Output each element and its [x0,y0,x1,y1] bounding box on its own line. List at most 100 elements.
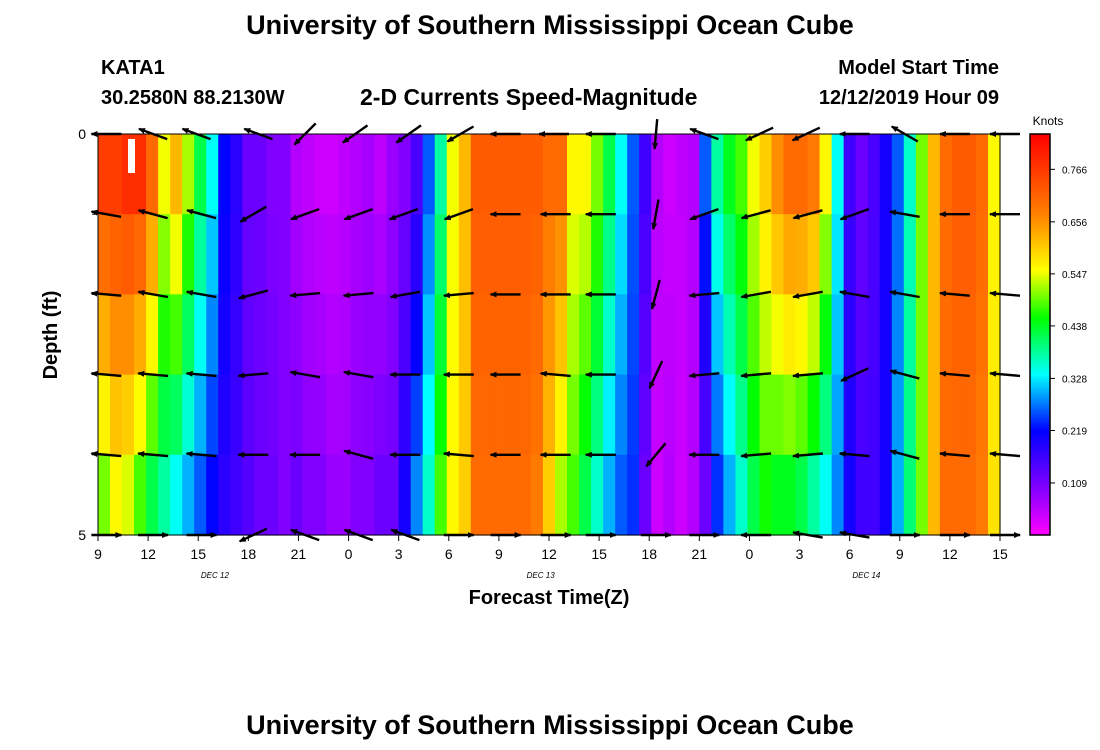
heat-cell [939,214,953,295]
colorbar-gradient [1029,133,1051,536]
heat-cell [723,454,737,536]
heat-cell [530,134,544,215]
heat-cell [266,214,279,295]
heat-cell [482,294,496,376]
heat-cell [230,374,243,456]
heat-cell [338,214,352,295]
model-start-time: 12/12/2019 Hour 09 [818,87,999,109]
x-axis: 9 12 15 18 21 0 3 6 9 12 15 18 21 0 3 6 9 12 15 DEC 12 DEC 1… [94,535,1008,580]
heat-cell [807,294,821,376]
heat-cell [398,374,412,456]
heat-cell [975,214,989,295]
heat-cell [963,374,977,456]
heat-cell [795,454,809,536]
heat-cell [891,214,905,295]
current-vector [740,452,772,459]
heat-cell [663,294,676,376]
heat-cell [410,214,424,295]
heat-cell [158,134,171,215]
current-vector [237,289,269,300]
heat-cell [338,294,352,376]
heat-cell [446,454,460,536]
heat-cell [975,454,989,536]
heat-cell [615,294,628,376]
heat-cell [494,214,508,295]
heat-cell [506,454,520,536]
heat-cell [422,214,436,295]
current-vector [185,370,217,378]
heat-cell [410,454,424,536]
heat-cell [254,134,267,215]
heat-cell [699,214,712,295]
heat-cell [831,214,845,295]
colorbar: Knots 0.766 0.656 0.547 0.438 0.328 0.219 0.10… [1029,114,1087,536]
heat-cell [795,294,809,376]
heat-cell [146,454,159,536]
heat-cell [482,374,496,456]
heat-cell [158,374,171,456]
model-start-label: Model Start Time [838,57,999,79]
heat-cell [170,454,183,536]
date-label: DEC 12 [201,571,230,580]
heat-cell [434,374,448,456]
heat-cell [326,214,340,295]
current-vector [740,290,772,299]
colorbar-tick-label: 0.438 [1062,322,1087,333]
heat-cell [783,214,797,295]
heat-cell [314,374,328,456]
heat-cell [458,134,472,215]
x-tick-label: 6 [846,546,854,562]
heat-cell [230,294,243,376]
x-tick-label: 15 [992,546,1008,562]
colorbar-tick-label: 0.547 [1062,270,1087,281]
footer-title: University of Southern Mississippi Ocean… [246,710,854,740]
heat-cell [134,454,147,536]
heat-cell [579,374,592,456]
heat-cell [567,454,580,536]
heat-cell [218,374,231,456]
heat-cell [266,454,279,536]
station-id: KATA1 [101,57,165,79]
heat-cell [158,294,171,376]
heat-cell [855,454,869,536]
heat-cell [747,214,761,295]
heat-cell [675,454,688,536]
heat-cell [278,214,292,295]
heat-cell [903,374,917,456]
heat-cell [410,294,424,376]
heat-cell [855,134,869,215]
heat-cell [891,134,905,215]
heat-cell [687,454,700,536]
x-tick-label: 9 [495,546,503,562]
heat-cell [747,134,761,215]
current-vector [239,205,267,223]
current-vector [185,451,217,458]
heat-cell [807,374,821,456]
heat-cell [350,454,364,536]
heat-cell [987,214,1001,295]
date-label: DEC 13 [527,571,556,580]
heat-cell [747,294,761,376]
heat-cell [506,134,520,215]
heat-cell [230,454,243,536]
current-vector [539,370,571,378]
current-vector [90,370,122,378]
current-vector [689,207,719,221]
heat-cell [903,454,917,536]
current-vector [648,360,664,390]
heat-cell [735,454,749,536]
heat-cell [146,134,159,215]
heat-cell [242,454,255,536]
heat-cell [458,374,472,456]
heat-cell [374,214,388,295]
heat-cell [927,454,941,536]
heat-cell [591,214,604,295]
heat-cell [843,374,857,456]
heat-cell [579,214,592,295]
colorbar-tick-label: 0.766 [1062,165,1087,176]
heat-cell [711,294,724,376]
heat-cell [206,214,219,295]
current-vector [237,372,269,379]
heat-cell [627,134,640,215]
heat-cell [134,214,147,295]
